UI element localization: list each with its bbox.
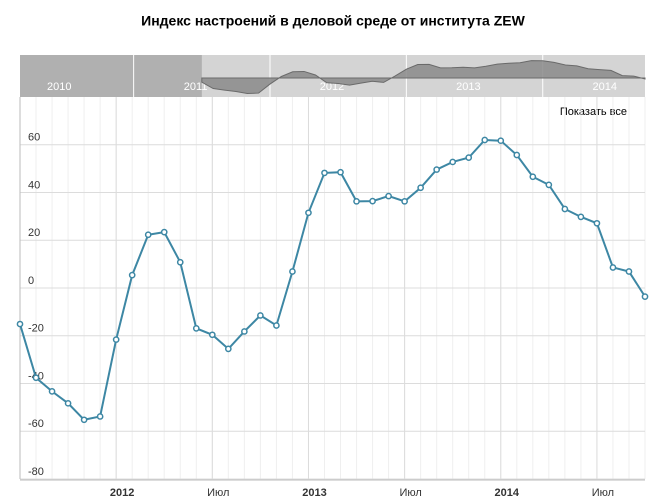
navigator-series — [201, 60, 646, 94]
y-tick-label: 0 — [28, 275, 34, 287]
data-point — [16, 320, 24, 328]
data-point — [208, 331, 216, 339]
data-point — [529, 173, 537, 181]
data-point — [257, 312, 264, 319]
data-point — [289, 268, 296, 275]
navigator-tick-label: 2011 — [184, 81, 208, 93]
x-tick-label: Июл — [592, 487, 614, 499]
series-line — [19, 138, 646, 421]
data-point — [641, 293, 649, 300]
data-point — [144, 231, 152, 239]
y-tick-label: -60 — [28, 418, 44, 430]
navigator-tick-label: 2010 — [47, 81, 71, 93]
data-point — [465, 154, 473, 161]
data-point — [96, 413, 104, 420]
data-point — [305, 209, 312, 217]
data-point — [128, 271, 136, 279]
data-point — [625, 268, 633, 275]
data-point — [433, 166, 441, 173]
navigator-tick-label: 2014 — [592, 81, 616, 93]
data-point — [609, 264, 617, 271]
data-point — [593, 219, 601, 227]
x-tick-label: Июл — [399, 487, 421, 499]
data-point — [449, 158, 457, 166]
data-point — [369, 197, 376, 205]
data-point — [32, 374, 40, 382]
data-point — [48, 388, 56, 395]
data-point — [80, 416, 88, 424]
data-point — [337, 168, 344, 176]
data-point — [545, 181, 553, 189]
data-point — [513, 151, 521, 159]
data-point — [497, 137, 505, 145]
x-tick-label: 2014 — [495, 487, 520, 499]
data-point — [176, 258, 184, 266]
data-point — [241, 328, 248, 335]
data-point — [353, 197, 360, 205]
y-tick-label: 20 — [28, 227, 40, 239]
data-point — [481, 136, 489, 144]
data-point — [577, 213, 585, 221]
y-tick-label: 40 — [28, 179, 40, 191]
reset-zoom-button[interactable]: Показать все — [560, 106, 627, 118]
data-point — [273, 322, 280, 329]
x-tick-label: 2013 — [302, 487, 326, 499]
data-point — [417, 184, 424, 192]
navigator-tick-label: 2013 — [456, 81, 480, 93]
chart-title: Индекс настроений в деловой среде от инс… — [141, 13, 525, 29]
data-point — [64, 399, 72, 407]
data-point — [401, 197, 408, 205]
navigator-mask — [20, 55, 202, 97]
data-point — [160, 228, 168, 236]
data-point — [561, 205, 569, 213]
data-point — [192, 324, 200, 332]
y-tick-label: -20 — [28, 323, 44, 335]
x-tick-label: 2012 — [110, 487, 134, 499]
x-tick-label: Июл — [207, 487, 229, 499]
data-point — [224, 345, 232, 353]
y-tick-label: -80 — [28, 466, 44, 478]
data-point — [112, 336, 120, 343]
y-tick-label: 60 — [28, 132, 40, 144]
data-point — [385, 192, 392, 200]
data-point — [321, 169, 328, 177]
